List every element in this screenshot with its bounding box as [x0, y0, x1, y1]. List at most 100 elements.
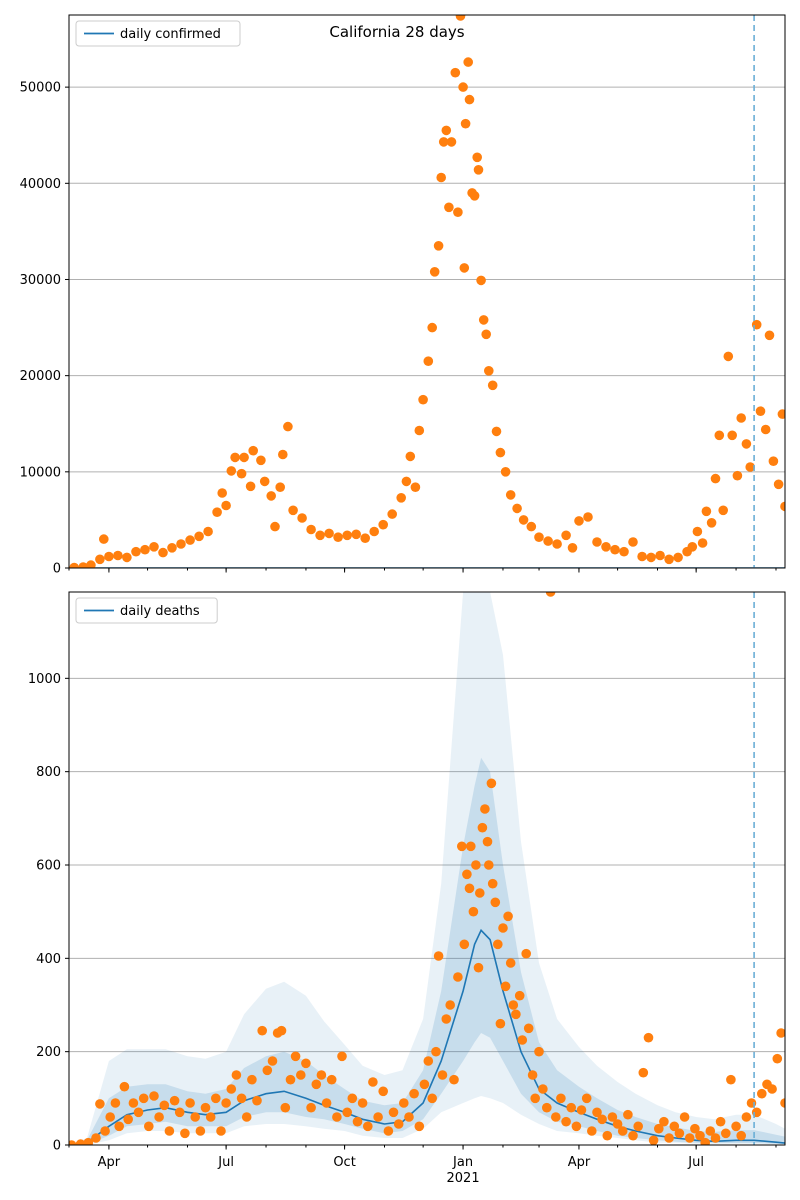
data-point — [459, 263, 470, 273]
data-point — [780, 1098, 785, 1108]
data-point — [511, 1009, 521, 1020]
data-point — [113, 550, 123, 561]
data-point — [226, 466, 237, 476]
data-point — [480, 804, 490, 814]
data-point — [342, 1107, 353, 1118]
data-point — [637, 551, 647, 562]
data-point — [453, 972, 463, 982]
data-point — [773, 479, 784, 490]
data-point — [473, 165, 484, 175]
data-point — [333, 532, 343, 542]
data-point — [768, 456, 779, 467]
data-point — [655, 550, 665, 561]
data-point — [378, 519, 389, 530]
data-point — [697, 538, 708, 548]
data-point — [122, 552, 132, 563]
data-point — [767, 1084, 777, 1094]
data-point — [706, 518, 717, 528]
data-point — [357, 1098, 368, 1108]
data-point — [414, 1121, 425, 1132]
x-tick-label: Apr — [568, 1155, 591, 1170]
data-point — [119, 1081, 130, 1092]
data-point — [478, 315, 489, 325]
data-point — [638, 1067, 649, 1078]
data-point — [86, 560, 96, 568]
data-point — [194, 531, 204, 542]
data-point — [736, 413, 746, 423]
data-point — [477, 822, 488, 833]
data-point — [764, 330, 775, 341]
y-tick-label: 0 — [53, 562, 61, 577]
data-point — [247, 1074, 257, 1085]
data-point — [534, 1046, 544, 1057]
y-tick-label: 400 — [36, 952, 61, 967]
data-point — [592, 537, 602, 547]
data-point — [664, 1133, 674, 1143]
y-tick-label: 800 — [36, 765, 61, 780]
data-point — [551, 1112, 561, 1122]
data-point — [104, 551, 114, 562]
data-point — [306, 1102, 316, 1113]
y-tick-label: 40000 — [20, 177, 61, 192]
legend-box — [75, 20, 241, 47]
data-point — [495, 1018, 506, 1029]
data-point — [69, 1140, 77, 1145]
data-point — [221, 1098, 231, 1108]
data-point — [484, 366, 494, 376]
data-point — [469, 191, 480, 201]
data-point — [105, 1112, 115, 1122]
data-point — [487, 380, 498, 391]
data-point — [212, 507, 222, 517]
axes-frame — [68, 591, 786, 1146]
data-point — [429, 267, 440, 277]
data-point — [464, 94, 475, 105]
data-point — [700, 1137, 710, 1145]
data-point — [387, 509, 398, 519]
data-point — [131, 546, 141, 557]
data-point — [583, 512, 593, 522]
data-point — [418, 394, 428, 405]
data-point — [472, 152, 483, 163]
data-point — [231, 1070, 242, 1080]
data-point — [597, 1114, 607, 1125]
data-point — [543, 536, 553, 546]
data-point — [169, 1095, 180, 1106]
data-point — [441, 1014, 452, 1024]
data-point — [378, 1086, 389, 1097]
data-point — [466, 841, 476, 852]
data-point — [561, 1116, 571, 1127]
data-point — [574, 516, 584, 526]
data-point — [252, 1095, 262, 1106]
data-point — [619, 546, 629, 557]
data-point — [174, 1107, 185, 1118]
data-point — [226, 1084, 237, 1094]
data-point — [607, 1112, 618, 1122]
data-point — [659, 1116, 669, 1127]
data-point — [692, 526, 703, 537]
data-point — [493, 939, 503, 950]
data-point — [405, 451, 416, 462]
data-point — [278, 449, 288, 460]
data-point — [404, 1112, 414, 1122]
data-point — [487, 878, 498, 889]
x-tick-label: Apr — [98, 1155, 121, 1170]
data-point — [114, 1121, 124, 1132]
data-point — [710, 473, 721, 484]
data-point — [316, 1070, 327, 1080]
data-point — [138, 1093, 149, 1104]
axes-frame — [68, 14, 786, 569]
uncertainty-band — [69, 592, 785, 1145]
data-point — [290, 1051, 301, 1062]
data-point — [158, 547, 168, 558]
data-point — [245, 481, 256, 492]
data-point — [567, 543, 578, 553]
data-point — [587, 1126, 597, 1136]
data-point — [363, 1121, 373, 1132]
data-point — [399, 1098, 409, 1108]
data-point — [561, 530, 571, 541]
data-point — [315, 530, 325, 541]
data-point — [78, 562, 88, 568]
data-point — [601, 542, 611, 552]
data-point — [633, 1121, 643, 1132]
data-point — [159, 1100, 170, 1111]
